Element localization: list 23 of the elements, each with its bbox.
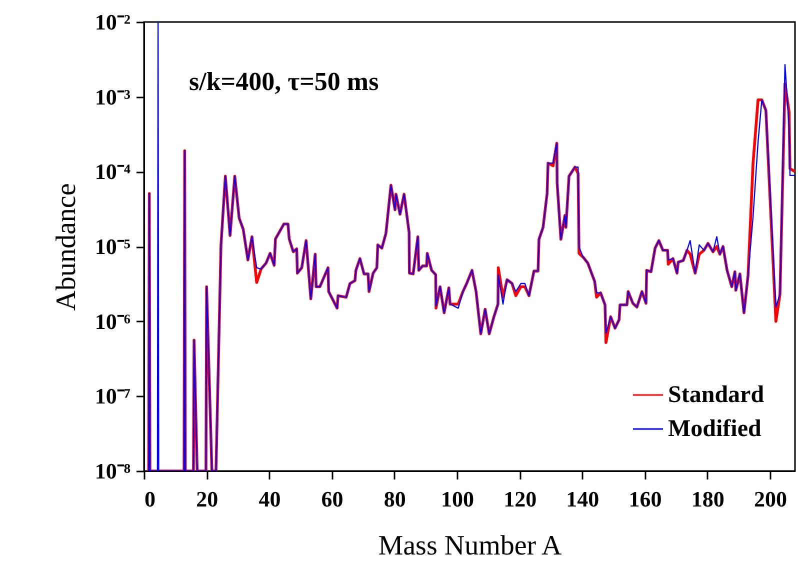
x-tick-label: 200 <box>754 486 787 512</box>
x-tick-label: 20 <box>196 486 218 512</box>
x-tick-label: 40 <box>258 486 281 512</box>
x-axis-title: Mass Number A <box>378 530 563 562</box>
x-tick-label: 60 <box>321 486 344 512</box>
legend-label: Modified <box>668 416 762 442</box>
y-tick-label: 10⁻² <box>94 10 131 34</box>
y-tick-label: 10⁻³ <box>94 84 131 110</box>
x-tick-label: 80 <box>384 486 406 512</box>
legend-label: Standard <box>668 382 765 408</box>
y-tick-label: 10⁻⁶ <box>94 308 131 334</box>
x-tick-label: 0 <box>144 486 156 512</box>
x-tick-label: 180 <box>691 486 724 512</box>
x-tick-label: 160 <box>628 486 662 512</box>
x-tick-label: 100 <box>440 486 474 512</box>
annotation: s/k=400, τ=50 ms <box>189 67 379 96</box>
y-tick-label: 10⁻⁷ <box>94 384 131 409</box>
y-tick-label: 10⁻⁸ <box>94 458 131 484</box>
x-tick-label: 140 <box>566 486 600 512</box>
y-axis-title: Abundance <box>50 183 82 311</box>
x-tick-label: 120 <box>504 486 537 512</box>
y-tick-label: 10⁻⁵ <box>94 234 131 259</box>
y-tick-label: 10⁻⁴ <box>94 159 131 184</box>
